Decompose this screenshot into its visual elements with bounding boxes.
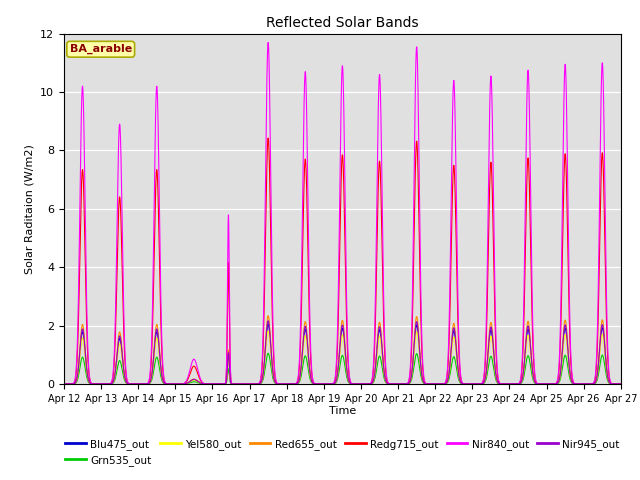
Nir945_out (499, 381, 507, 387)
Y-axis label: Solar Raditaion (W/m2): Solar Raditaion (W/m2) (24, 144, 35, 274)
Grn535_out (160, 381, 168, 386)
Redg715_out (160, 377, 168, 383)
Red655_out (616, 381, 624, 387)
Yel580_out (436, 381, 444, 387)
Legend: Blu475_out, Grn535_out, Yel580_out, Red655_out, Redg715_out, Nir840_out, Nir945_: Blu475_out, Grn535_out, Yel580_out, Red6… (61, 435, 624, 470)
Nir945_out (322, 381, 330, 387)
Nir945_out (160, 380, 168, 386)
Yel580_out (322, 381, 330, 387)
Blu475_out (436, 381, 444, 387)
Yel580_out (467, 381, 475, 387)
Red655_out (499, 381, 507, 387)
Red655_out (264, 313, 272, 319)
Line: Grn535_out: Grn535_out (64, 353, 621, 384)
Nir840_out (499, 381, 507, 387)
Nir945_out (467, 381, 475, 387)
Yel580_out (60, 381, 68, 387)
Redg715_out (499, 381, 507, 387)
Text: BA_arable: BA_arable (70, 44, 132, 54)
Nir840_out (616, 381, 624, 387)
Redg715_out (467, 381, 475, 387)
Yel580_out (264, 328, 272, 334)
Line: Yel580_out: Yel580_out (64, 331, 621, 384)
Blu475_out (467, 381, 475, 387)
Line: Nir840_out: Nir840_out (64, 42, 621, 384)
Nir840_out (436, 381, 444, 387)
Grn535_out (436, 381, 444, 387)
Yel580_out (499, 381, 507, 387)
Red655_out (60, 381, 68, 387)
Nir840_out (60, 381, 68, 387)
Nir840_out (160, 375, 168, 381)
Red655_out (436, 381, 444, 387)
Nir840_out (617, 381, 625, 387)
Blu475_out (499, 381, 507, 387)
Redg715_out (617, 381, 625, 387)
Redg715_out (436, 381, 444, 387)
Blu475_out (60, 381, 68, 387)
Yel580_out (616, 381, 624, 387)
Grn535_out (499, 381, 507, 387)
Blu475_out (160, 380, 168, 386)
Blu475_out (322, 381, 330, 387)
Nir945_out (264, 318, 272, 324)
Nir945_out (436, 381, 444, 387)
Grn535_out (322, 381, 330, 387)
Title: Reflected Solar Bands: Reflected Solar Bands (266, 16, 419, 30)
Yel580_out (617, 381, 625, 387)
Red655_out (322, 381, 330, 387)
Grn535_out (60, 381, 68, 387)
Blu475_out (616, 381, 624, 387)
Grn535_out (467, 381, 475, 387)
Line: Red655_out: Red655_out (64, 316, 621, 384)
Grn535_out (617, 381, 625, 387)
Nir945_out (616, 381, 624, 387)
Red655_out (160, 380, 168, 386)
Redg715_out (60, 381, 68, 387)
Red655_out (617, 381, 625, 387)
Grn535_out (616, 381, 624, 387)
Redg715_out (264, 135, 272, 141)
Redg715_out (322, 381, 330, 387)
Yel580_out (160, 380, 168, 386)
Blu475_out (264, 321, 272, 327)
Grn535_out (264, 350, 272, 356)
Redg715_out (616, 381, 624, 387)
Nir840_out (322, 381, 330, 387)
Red655_out (467, 381, 475, 387)
Nir840_out (264, 39, 272, 45)
Nir945_out (617, 381, 625, 387)
Nir840_out (467, 381, 475, 387)
Blu475_out (617, 381, 625, 387)
Line: Blu475_out: Blu475_out (64, 324, 621, 384)
X-axis label: Time: Time (329, 407, 356, 417)
Nir945_out (60, 381, 68, 387)
Line: Redg715_out: Redg715_out (64, 138, 621, 384)
Line: Nir945_out: Nir945_out (64, 321, 621, 384)
